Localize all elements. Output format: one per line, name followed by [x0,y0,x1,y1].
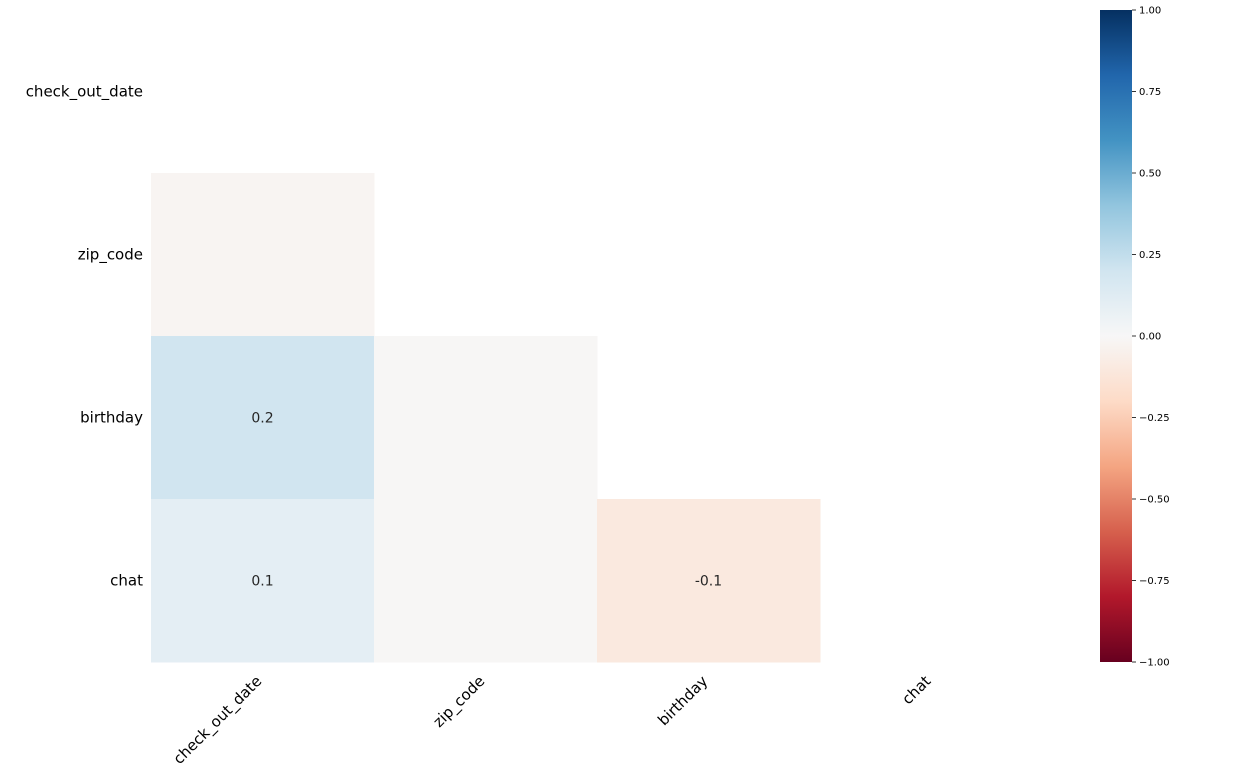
cell-annotation-chat-check_out_date: 0.1 [251,574,273,590]
colorbar-tick-label: 0.50 [1139,169,1161,180]
column-label-zip_code: zip_code [429,672,489,732]
row-tick-labels: check_out_date zip_code birthday chat [26,83,143,590]
column-tick-labels: check_out_date zip_code birthday chat [170,672,935,768]
colorbar: 1.00 0.75 0.50 0.25 0.00 −0.25 −0.50 −0.75 −1.00 [1100,6,1170,669]
colorbar-tick-label: −0.25 [1139,413,1170,424]
row-label-zip_code: zip_code [78,246,143,265]
heatmap-cell-birthday-zip_code [374,336,598,500]
colorbar-bar [1100,10,1132,662]
colorbar-tick-label: 0.25 [1139,250,1161,261]
colorbar-tick-label: −0.75 [1139,576,1170,587]
cell-annotation-chat-birthday: -0.1 [695,574,722,590]
row-label-chat: chat [110,572,143,590]
cell-annotation-birthday-check_out_date: 0.2 [251,411,273,427]
row-label-check_out_date: check_out_date [26,83,143,102]
heatmap-cell-birthday-check_out_date [151,336,375,500]
colorbar-tick-label: 1.00 [1139,6,1161,17]
heatmap-cell-zip_code-check_out_date [151,173,375,337]
colorbar-ticks: 1.00 0.75 0.50 0.25 0.00 −0.25 −0.50 −0.75 −1.00 [1132,6,1170,669]
cell-annotations: 0.2 0.1 -0.1 [251,411,722,590]
heatmap-cells [151,173,821,663]
heatmap-cell-chat-check_out_date [151,499,375,663]
heatmap-cell-chat-zip_code [374,499,598,663]
colorbar-tick-label: 0.75 [1139,87,1161,98]
column-label-birthday: birthday [654,672,711,729]
colorbar-tick-label: −0.50 [1139,495,1170,506]
column-label-check_out_date: check_out_date [170,672,266,768]
row-label-birthday: birthday [80,409,143,427]
column-label-chat: chat [898,672,934,708]
heatmap-cell-chat-birthday [597,499,821,663]
colorbar-tick-label: 0.00 [1139,332,1161,343]
colorbar-tick-label: −1.00 [1139,658,1170,669]
